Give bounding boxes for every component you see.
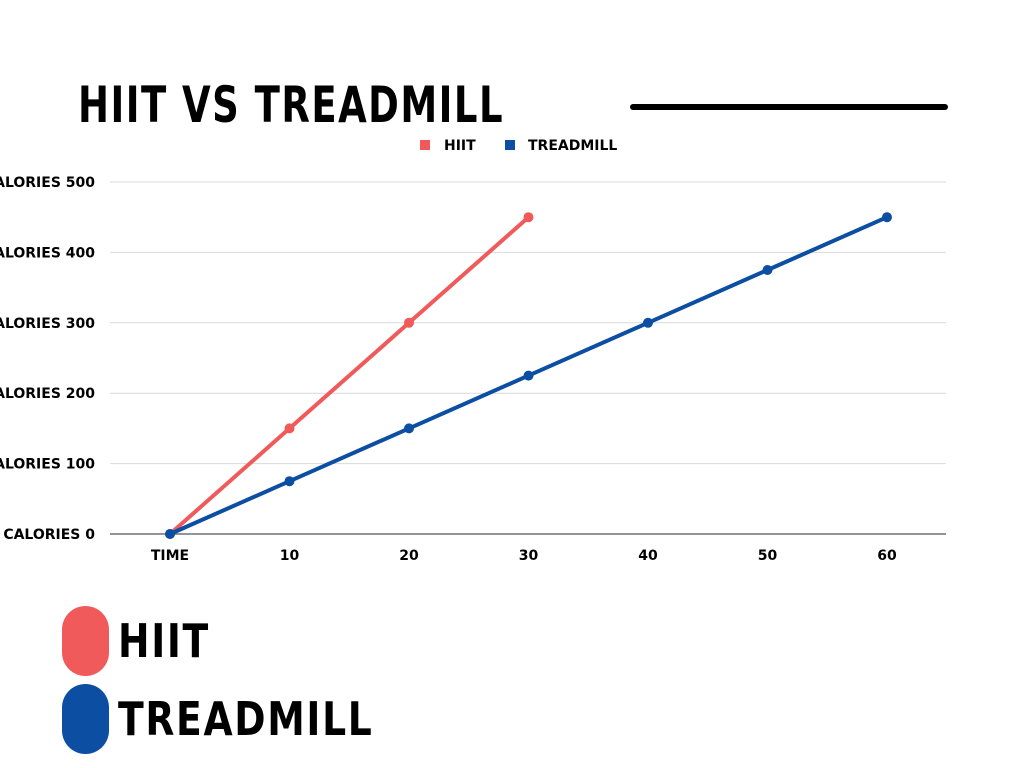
title-divider [630,104,948,110]
treadmill-legend-label: TREADMILL [118,692,374,746]
hiit-point [284,423,295,434]
treadmill-point [762,265,773,275]
y-tick-label: CALORIES 400 [0,245,95,261]
treadmill-legend-label: TREADMILL [528,138,617,154]
x-tick-label: 10 [280,548,300,564]
x-tick-label: 50 [758,548,778,564]
chart-title: HIIT VS TREADMILL [78,76,505,134]
hiit-line [168,215,531,536]
treadmill-point [165,529,175,539]
hiit-legend-marker [420,140,430,150]
hiit-point [404,317,414,328]
y-tick-label: CALORIES 200 [0,386,95,402]
treadmill-color-swatch [62,684,109,754]
treadmill-point [284,476,295,487]
hiit-legend-label: HIIT [118,614,210,668]
y-tick-label: CALORIES 100 [0,457,95,473]
x-tick-label: 60 [877,548,897,564]
calories-line-chart: CALORIES 0 CALORIES 100 CALORIES 200 CALORI… [0,130,1024,580]
hiit-legend-label: HIIT [444,138,476,154]
x-tick-label: 40 [638,548,658,564]
treadmill-point [404,423,414,434]
x-tick-label: TIME [151,548,189,564]
bottom-legend: HIIT TREADMILL [62,606,482,756]
hiit-point [523,212,534,223]
x-tick-label: 20 [399,548,419,564]
y-tick-label: CALORIES 300 [0,316,95,332]
y-tick-label: CALORIES 500 [0,175,95,191]
bottom-legend-hiit: HIIT [62,606,482,676]
hiit-color-swatch [62,606,109,676]
treadmill-point [523,370,534,381]
chart-svg: CALORIES 0 CALORIES 100 CALORIES 200 CALORI… [0,138,946,564]
treadmill-point [643,317,653,328]
treadmill-legend-marker [505,140,515,150]
treadmill-point [882,212,892,223]
bottom-legend-treadmill: TREADMILL [62,684,482,754]
y-tick-label: CALORIES 0 [3,527,95,543]
x-tick-label: 30 [519,548,539,564]
